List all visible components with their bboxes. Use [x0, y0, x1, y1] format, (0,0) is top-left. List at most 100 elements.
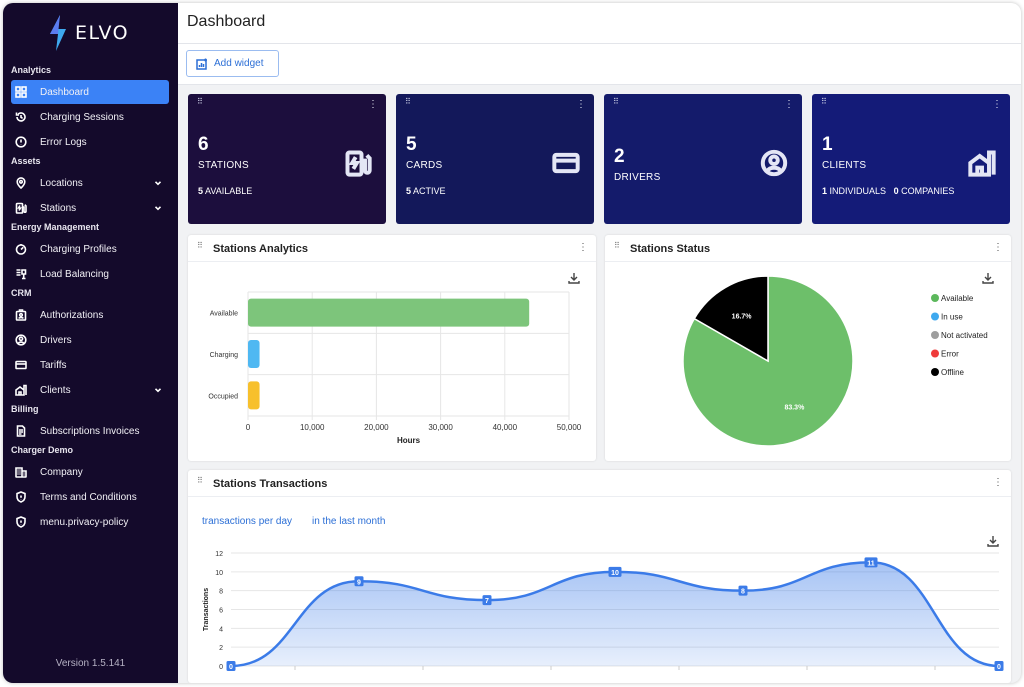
y-tick-label: 10: [215, 570, 223, 577]
sidebar-section-title: CRM: [11, 288, 32, 298]
bar-available[interactable]: [248, 298, 530, 327]
sidebar-item-dashboard[interactable]: Dashboard: [11, 80, 169, 104]
sidebar-item-error-logs[interactable]: Error Logs: [11, 130, 169, 154]
sidebar-item-drivers[interactable]: Drivers: [11, 328, 169, 352]
bar-occupied[interactable]: [248, 381, 260, 410]
download-icon[interactable]: [987, 534, 999, 547]
legend-label[interactable]: Offline: [941, 368, 965, 377]
add-widget-button[interactable]: Add widget: [186, 50, 279, 77]
sidebar-item-menu-privacy-policy[interactable]: menu.privacy-policy: [11, 510, 169, 534]
bar-charging[interactable]: [248, 340, 260, 368]
sidebar-section-title: Energy Management: [11, 222, 100, 232]
x-tick-label: 20,000: [364, 423, 389, 432]
more-vert-icon[interactable]: ⋮: [992, 99, 1002, 110]
sidebar-item-tariffs[interactable]: Tariffs: [11, 353, 169, 377]
more-vert-icon[interactable]: ⋮: [576, 99, 586, 110]
data-point[interactable]: [864, 557, 878, 568]
legend-swatch: [931, 312, 939, 321]
legend-swatch: [931, 331, 939, 339]
sidebar: ELVO Analytics Dashboard Charging Sessions…: [3, 3, 178, 683]
sidebar-item-charging-profiles[interactable]: Charging Profiles: [11, 237, 169, 261]
stations-analytics-panel: ⠿ Stations Analytics ⋮ 0 10,000 20,000 30,0…: [188, 235, 596, 461]
legend-swatch: [931, 349, 939, 358]
data-point[interactable]: [738, 585, 748, 596]
data-point[interactable]: [482, 595, 492, 606]
drag-handle-icon[interactable]: ⠿: [614, 241, 620, 250]
y-tick-label: 6: [219, 608, 223, 615]
data-point[interactable]: [354, 576, 364, 587]
chevron-down-icon[interactable]: [153, 203, 163, 213]
y-tick-label: 4: [219, 626, 223, 633]
legend-label[interactable]: In use: [941, 313, 963, 322]
sidebar-item-terms-and-conditions[interactable]: Terms and Conditions: [11, 485, 169, 509]
add-chart-icon: [196, 58, 207, 70]
brand-logo[interactable]: ELVO: [47, 15, 129, 51]
more-vert-icon[interactable]: ⋮: [784, 99, 794, 110]
drag-handle-icon[interactable]: ⠿: [197, 97, 203, 106]
sidebar-section-title: Charger Demo: [11, 445, 74, 455]
lightning-logo-icon: [50, 15, 66, 51]
stations-status-panel: ⠿ Stations Status ⋮ 83.3% 16.7% Available I…: [605, 235, 1011, 461]
sub-stat-value: 0: [893, 186, 899, 196]
filter-period[interactable]: in the last month: [312, 516, 386, 527]
drag-handle-icon[interactable]: ⠿: [197, 241, 203, 250]
legend-label[interactable]: Not activated: [941, 331, 988, 340]
data-point[interactable]: [608, 566, 622, 577]
chevron-down-icon[interactable]: [153, 178, 163, 188]
panel-title: Stations Analytics: [213, 243, 308, 255]
more-vert-icon[interactable]: ⋮: [993, 242, 1003, 253]
sidebar-item-label: Stations: [40, 202, 77, 214]
drag-handle-icon[interactable]: ⠿: [197, 476, 203, 485]
ev-station-icon: [344, 149, 372, 177]
legend-label[interactable]: Error: [941, 350, 959, 359]
download-icon[interactable]: [982, 271, 994, 284]
sidebar-item-locations[interactable]: Locations: [11, 171, 169, 195]
sidebar-item-label: Dashboard: [40, 86, 89, 98]
drag-handle-icon[interactable]: ⠿: [821, 97, 827, 106]
sidebar-item-authorizations[interactable]: Authorizations: [11, 303, 169, 327]
legend-swatch: [931, 294, 939, 302]
y-tick-label: 12: [215, 551, 223, 558]
x-tick-label: 10,000: [300, 423, 325, 432]
data-point[interactable]: [994, 661, 1004, 671]
sidebar-item-clients[interactable]: Clients: [11, 378, 169, 402]
card-count: 6: [198, 134, 209, 155]
sub-stat-label: COMPANIES: [901, 186, 955, 196]
sub-stat-label: AVAILABLE: [205, 186, 253, 196]
card-label: STATIONS: [198, 160, 249, 171]
filter-transactions-per-day[interactable]: transactions per day: [202, 516, 293, 527]
sub-stat-label: ACTIVE: [413, 186, 446, 196]
chevron-down-icon[interactable]: [153, 385, 163, 395]
shield-icon: [15, 516, 27, 528]
sidebar-item-stations[interactable]: Stations: [11, 196, 169, 220]
drag-handle-icon[interactable]: ⠿: [405, 97, 411, 106]
legend-label[interactable]: Available: [941, 294, 974, 303]
sidebar-item-label: Drivers: [40, 334, 72, 346]
data-point[interactable]: [226, 661, 236, 671]
sidebar-item-company[interactable]: Company: [11, 460, 169, 484]
sidebar-item-label: menu.privacy-policy: [40, 516, 129, 528]
card-label: CLIENTS: [822, 160, 867, 171]
x-tick-label: 50,000: [557, 423, 582, 432]
legend-swatch: [931, 368, 939, 376]
sub-stat-value: 5: [198, 186, 204, 196]
more-vert-icon[interactable]: ⋮: [368, 99, 378, 110]
version-label: Version 1.5.141: [55, 658, 126, 669]
more-vert-icon[interactable]: ⋮: [993, 477, 1003, 488]
sidebar-item-label: Load Balancing: [40, 268, 109, 280]
more-vert-icon[interactable]: ⋮: [578, 242, 588, 253]
y-category-label: Charging: [210, 352, 239, 359]
app-window: ELVO Analytics Dashboard Charging Sessions…: [3, 3, 1021, 683]
add-widget-label: Add widget: [214, 58, 264, 69]
sidebar-item-subscriptions-invoices[interactable]: Subscriptions Invoices: [11, 419, 169, 443]
download-icon[interactable]: [568, 271, 580, 284]
x-axis-label: Hours: [397, 436, 421, 445]
card-count: 1: [822, 134, 833, 155]
sidebar-item-charging-sessions[interactable]: Charging Sessions: [11, 105, 169, 129]
drag-handle-icon[interactable]: ⠿: [613, 97, 619, 106]
sub-stat-value: 5: [406, 186, 412, 196]
card-count: 5: [406, 134, 417, 155]
pie-slice-offline[interactable]: [693, 275, 769, 363]
toolbar: Add widget: [178, 44, 1021, 85]
sidebar-item-load-balancing[interactable]: Load Balancing: [11, 262, 169, 286]
